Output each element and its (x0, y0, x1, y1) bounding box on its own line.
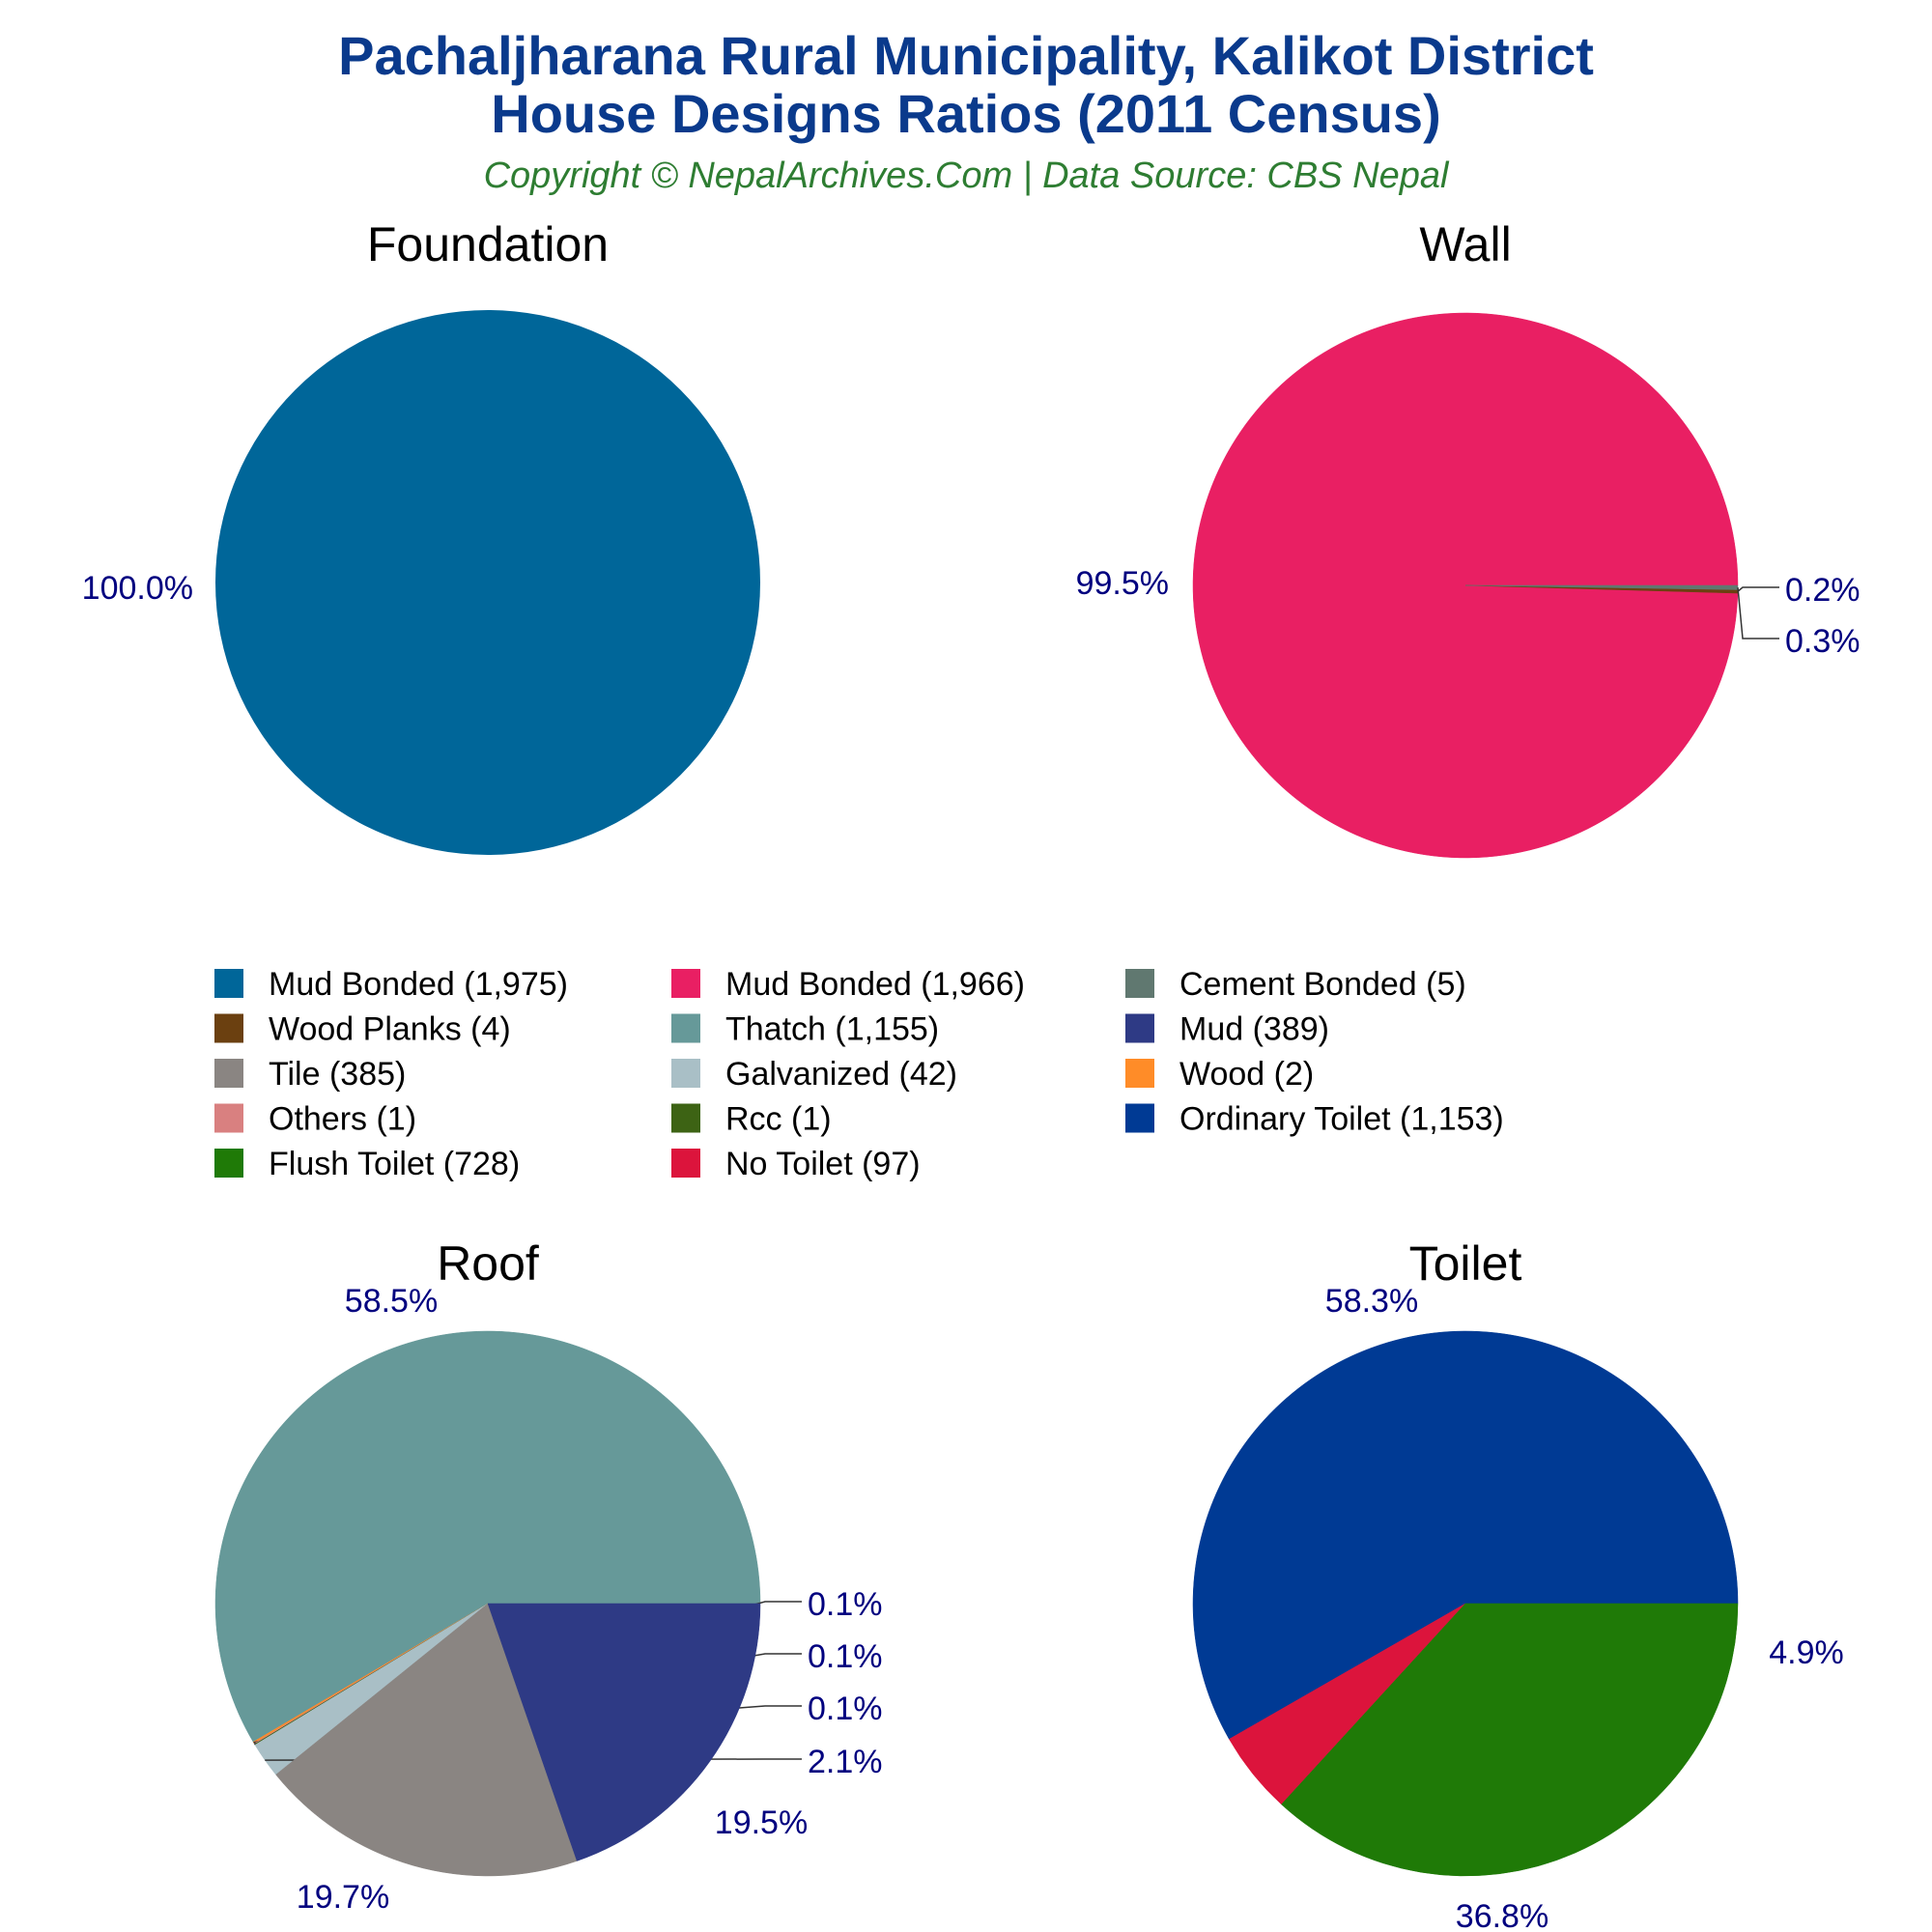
pct-label-roof-mud: 19.7% (297, 1879, 389, 1916)
leader-line-wall-cement-bonded (1737, 587, 1779, 639)
pct-label-wall-mud-bonded: 99.5% (1076, 565, 1169, 602)
legend-label-wood-planks-4: Wood Planks (4) (269, 1011, 511, 1048)
pct-label-wall-cement-bonded: 0.3% (1785, 623, 1861, 660)
legend-label-rcc-1: Rcc (1) (725, 1101, 832, 1138)
legend-swatch-rcc-1 (671, 1103, 700, 1133)
legend-label-wood-2: Wood (2) (1179, 1056, 1314, 1093)
legend-swatch-ordinary-toilet-1-153 (1125, 1103, 1154, 1133)
legend-label-others-1: Others (1) (269, 1101, 416, 1138)
legend-label-mud-bonded-1-966: Mud Bonded (1,966) (725, 966, 1025, 1003)
pct-label-roof-rcc: 0.1% (808, 1690, 883, 1727)
pct-label-foundation-mud-bonded: 100.0% (82, 570, 193, 607)
legend-label-cement-bonded-5: Cement Bonded (5) (1179, 966, 1466, 1003)
pie-slice-roof-thatch (214, 1330, 761, 1743)
legend-label-thatch-1-155: Thatch (1,155) (725, 1011, 939, 1048)
pie-title-wall: Wall (1419, 217, 1511, 271)
chart-title-line-1: Pachaljharana Rural Municipality, Kaliko… (338, 25, 1594, 86)
pct-label-roof-wood: 0.1% (808, 1586, 883, 1623)
legend-swatch-wood-planks-4 (214, 1013, 243, 1043)
pie-slice-toilet-ordinary-toilet (1192, 1330, 1739, 1740)
pct-label-roof-galvanized: 2.1% (808, 1744, 883, 1780)
pct-label-roof-thatch: 58.5% (345, 1283, 438, 1320)
legend-swatch-others-1 (214, 1103, 243, 1133)
pie-slice-roof-mud (487, 1603, 761, 1861)
legend-swatch-thatch-1-155 (671, 1013, 700, 1043)
legend-swatch-flush-toilet-728 (214, 1149, 243, 1178)
leader-line-wall-wood-planks (1737, 586, 1779, 592)
legend-swatch-tile-385 (214, 1059, 243, 1088)
pct-label-wall-wood-planks: 0.2% (1785, 572, 1861, 609)
legend-swatch-mud-bonded-1-975 (214, 969, 243, 998)
pie-title-foundation: Foundation (367, 217, 609, 271)
pct-label-toilet-ordinary-toilet: 58.3% (1325, 1283, 1418, 1320)
pct-label-roof-others: 0.1% (808, 1638, 883, 1675)
pie-slice-foundation-mud-bonded (215, 310, 760, 855)
legend-swatch-mud-bonded-1-966 (671, 969, 700, 998)
pie-slice-toilet-flush-toilet (1281, 1603, 1739, 1877)
pct-label-roof-tile: 19.5% (715, 1804, 808, 1841)
legend-swatch-galvanized-42 (671, 1059, 700, 1088)
legend-swatch-mud-389 (1125, 1013, 1154, 1043)
legend-label-mud-389: Mud (389) (1179, 1011, 1329, 1048)
legend-label-flush-toilet-728: Flush Toilet (728) (269, 1146, 520, 1182)
legend-label-mud-bonded-1-975: Mud Bonded (1,975) (269, 966, 568, 1003)
legend-label-tile-385: Tile (385) (269, 1056, 406, 1093)
chart-subtitle: Copyright © NepalArchives.Com | Data Sou… (483, 156, 1449, 196)
chart-title-line-2: House Designs Ratios (2011 Census) (491, 83, 1441, 144)
pie-title-roof: Roof (437, 1236, 539, 1291)
legend-swatch-wood-2 (1125, 1059, 1154, 1088)
pie-slice-roof-tile (275, 1603, 578, 1877)
pie-title-toilet: Toilet (1409, 1236, 1522, 1291)
pct-label-toilet-flush-toilet: 36.8% (1456, 1898, 1548, 1932)
legend-swatch-no-toilet-97 (671, 1149, 700, 1178)
legend-label-galvanized-42: Galvanized (42) (725, 1056, 957, 1093)
legend-swatch-cement-bonded-5 (1125, 969, 1154, 998)
pct-label-toilet-no-toilet: 4.9% (1769, 1634, 1844, 1671)
legend-label-no-toilet-97: No Toilet (97) (725, 1146, 921, 1182)
legend-label-ordinary-toilet-1-153: Ordinary Toilet (1,153) (1179, 1101, 1504, 1138)
